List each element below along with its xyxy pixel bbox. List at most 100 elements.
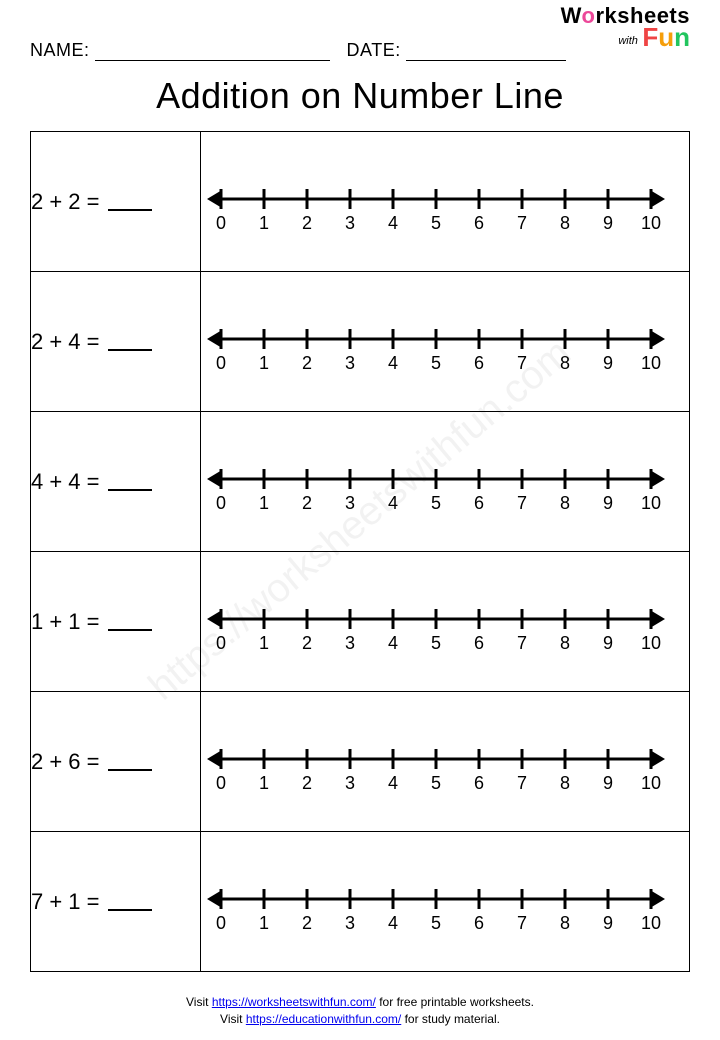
svg-text:9: 9 bbox=[603, 773, 613, 793]
table-row: 1 + 1 = 0 1 2 3 4 5 6 7 8 9 10 bbox=[31, 552, 690, 692]
problem-expression: 2 + 6 = bbox=[31, 749, 100, 774]
svg-text:6: 6 bbox=[474, 913, 484, 933]
svg-text:6: 6 bbox=[474, 213, 484, 233]
svg-text:4: 4 bbox=[388, 913, 398, 933]
svg-text:10: 10 bbox=[641, 773, 661, 793]
svg-text:5: 5 bbox=[431, 913, 441, 933]
svg-text:8: 8 bbox=[560, 633, 570, 653]
svg-text:9: 9 bbox=[603, 213, 613, 233]
svg-text:0: 0 bbox=[216, 213, 226, 233]
problem-expression: 4 + 4 = bbox=[31, 469, 100, 494]
svg-text:2: 2 bbox=[302, 633, 312, 653]
svg-text:0: 0 bbox=[216, 493, 226, 513]
svg-text:5: 5 bbox=[431, 493, 441, 513]
answer-blank[interactable] bbox=[108, 769, 152, 771]
svg-text:2: 2 bbox=[302, 213, 312, 233]
footer-line2: Visit https://educationwithfun.com/ for … bbox=[0, 1011, 720, 1028]
svg-text:10: 10 bbox=[641, 913, 661, 933]
svg-text:5: 5 bbox=[431, 633, 441, 653]
svg-text:10: 10 bbox=[641, 353, 661, 373]
svg-text:7: 7 bbox=[517, 493, 527, 513]
svg-text:3: 3 bbox=[345, 353, 355, 373]
svg-text:2: 2 bbox=[302, 913, 312, 933]
table-row: 2 + 2 = 012345678910 bbox=[31, 132, 690, 272]
page-title: Addition on Number Line bbox=[30, 75, 690, 117]
svg-text:5: 5 bbox=[431, 773, 441, 793]
answer-blank[interactable] bbox=[108, 629, 152, 631]
svg-text:1: 1 bbox=[259, 213, 269, 233]
numberline-cell: 012345678910 bbox=[201, 832, 690, 972]
svg-text:0: 0 bbox=[216, 633, 226, 653]
footer-link-1[interactable]: https://worksheetswithfun.com/ bbox=[212, 995, 376, 1009]
answer-blank[interactable] bbox=[108, 349, 152, 351]
logo: Worksheets with Fun bbox=[561, 6, 690, 49]
svg-text:10: 10 bbox=[641, 213, 661, 233]
name-blank[interactable] bbox=[95, 41, 330, 61]
svg-text:2: 2 bbox=[302, 773, 312, 793]
table-row: 4 + 4 = 012345678910 bbox=[31, 412, 690, 552]
svg-text:6: 6 bbox=[474, 773, 484, 793]
svg-text:7: 7 bbox=[517, 633, 527, 653]
svg-text:3: 3 bbox=[345, 633, 355, 653]
svg-text:5: 5 bbox=[431, 213, 441, 233]
logo-with: with bbox=[618, 37, 638, 47]
numberline-cell: 012345678910 bbox=[201, 132, 690, 272]
problem-cell: 4 + 4 = bbox=[31, 412, 201, 552]
problem-cell: 2 + 6 = bbox=[31, 692, 201, 832]
svg-text:0: 0 bbox=[216, 913, 226, 933]
answer-blank[interactable] bbox=[108, 489, 152, 491]
svg-text:4: 4 bbox=[388, 493, 398, 513]
problem-expression: 2 + 4 = bbox=[31, 329, 100, 354]
svg-text:1: 1 bbox=[259, 773, 269, 793]
svg-text:8: 8 bbox=[560, 773, 570, 793]
footer-link-2[interactable]: https://educationwithfun.com/ bbox=[246, 1012, 401, 1026]
svg-text:6: 6 bbox=[474, 493, 484, 513]
svg-text:9: 9 bbox=[603, 913, 613, 933]
svg-text:6: 6 bbox=[474, 633, 484, 653]
problem-cell: 2 + 4 = bbox=[31, 272, 201, 412]
svg-text:2: 2 bbox=[302, 353, 312, 373]
numberline-cell: 0 1 2 3 4 5 6 7 8 9 10 bbox=[201, 552, 690, 692]
svg-text:7: 7 bbox=[517, 213, 527, 233]
svg-text:4: 4 bbox=[388, 353, 398, 373]
answer-blank[interactable] bbox=[108, 209, 152, 211]
problem-cell: 1 + 1 = bbox=[31, 552, 201, 692]
date-blank[interactable] bbox=[406, 41, 566, 61]
svg-text:7: 7 bbox=[517, 773, 527, 793]
svg-text:1: 1 bbox=[259, 633, 269, 653]
svg-text:6: 6 bbox=[474, 353, 484, 373]
svg-text:1: 1 bbox=[259, 493, 269, 513]
name-label: NAME: bbox=[30, 40, 90, 60]
logo-line2: with Fun bbox=[561, 26, 690, 49]
answer-blank[interactable] bbox=[108, 909, 152, 911]
problem-expression: 1 + 1 = bbox=[31, 609, 100, 634]
svg-text:4: 4 bbox=[388, 633, 398, 653]
svg-text:9: 9 bbox=[603, 493, 613, 513]
table-row: 2 + 6 = 0 1 2 3 4 5 6 7 8 9 10 bbox=[31, 692, 690, 832]
worksheet-table: 2 + 2 = 012345678910 2 + 4 = 01234567891… bbox=[30, 131, 690, 972]
svg-text:1: 1 bbox=[259, 913, 269, 933]
svg-text:9: 9 bbox=[603, 353, 613, 373]
svg-text:0: 0 bbox=[216, 773, 226, 793]
svg-text:8: 8 bbox=[560, 493, 570, 513]
svg-text:0: 0 bbox=[216, 353, 226, 373]
svg-text:4: 4 bbox=[388, 213, 398, 233]
svg-text:5: 5 bbox=[431, 353, 441, 373]
table-row: 2 + 4 = 012345678910 bbox=[31, 272, 690, 412]
svg-text:4: 4 bbox=[388, 773, 398, 793]
numberline-cell: 012345678910 bbox=[201, 272, 690, 412]
numberline-cell: 0 1 2 3 4 5 6 7 8 9 10 bbox=[201, 692, 690, 832]
numberline-cell: 012345678910 bbox=[201, 412, 690, 552]
svg-text:8: 8 bbox=[560, 353, 570, 373]
footer-line1: Visit https://worksheetswithfun.com/ for… bbox=[0, 994, 720, 1011]
svg-text:10: 10 bbox=[641, 493, 661, 513]
svg-text:3: 3 bbox=[345, 493, 355, 513]
problem-cell: 7 + 1 = bbox=[31, 832, 201, 972]
svg-text:10: 10 bbox=[641, 633, 661, 653]
problem-expression: 2 + 2 = bbox=[31, 189, 100, 214]
problem-cell: 2 + 2 = bbox=[31, 132, 201, 272]
svg-text:3: 3 bbox=[345, 773, 355, 793]
logo-fun: Fun bbox=[642, 26, 690, 49]
svg-text:9: 9 bbox=[603, 633, 613, 653]
svg-text:7: 7 bbox=[517, 353, 527, 373]
